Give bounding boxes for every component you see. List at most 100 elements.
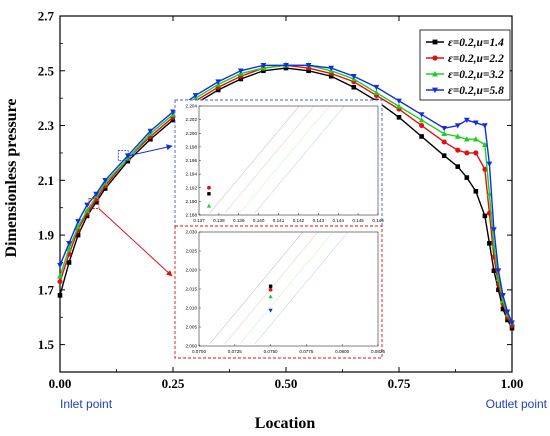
y-tick-label: 2.1 [38,173,54,188]
series-1 [57,65,515,331]
data-point [192,93,199,99]
data-point [84,213,90,219]
data-point [441,153,447,158]
legend: ε=0.2,u=1.4 ε=0.2,u=2.2 ε=0.2,u=3.2 ε=0.2,u… [419,29,511,101]
inset-data-point [207,185,211,190]
data-point [486,161,493,167]
x-tick-label: 0.00 [49,376,72,391]
data-point [500,306,506,312]
data-point [441,130,448,137]
inset-y-tick-label: 2.015 [186,287,198,292]
y-tick-label: 1.5 [38,337,55,352]
inset-x-tick-label: 0.140 [253,218,265,223]
data-point [496,287,501,293]
inset-x-tick-label: 0.0775 [299,349,313,354]
zoom-box-lower [88,198,100,209]
data-point [418,112,425,118]
data-point [482,166,488,172]
data-point [418,117,425,123]
data-point [472,136,479,142]
data-point [396,103,402,109]
data-point [93,199,99,205]
inset-y-tick-label: 2.030 [186,230,198,235]
data-point [472,120,479,126]
data-point [491,268,497,273]
inset-data-point [206,203,212,208]
legend-label: ε=0.2,u=2.2 [448,53,504,65]
data-point [148,136,153,142]
data-point [102,178,109,184]
inset-y-tick-label: 2.198 [186,144,198,149]
data-point [351,84,357,90]
data-point [75,232,81,238]
data-point [238,76,244,82]
legend-item: ε=0.2,u=2.2 [426,53,504,65]
data-point [125,158,131,164]
data-point [57,262,63,269]
data-point [396,98,402,104]
inset-y-tick-label: 2.192 [186,185,198,190]
y-axis-title: Dimensionless pressure [3,99,20,258]
data-point [419,123,425,129]
inset-x-tick-label: 0.0825 [371,349,385,354]
data-point [260,62,267,69]
inset-guide-line [254,231,349,345]
data-point [473,150,479,156]
inset-guide-line [254,105,345,214]
inset-x-tick-label: 0.139 [233,218,245,223]
data-point [93,191,100,197]
inset-guide-line [209,105,300,214]
legend-swatch-marker [432,39,438,45]
inset-data-point [268,308,273,313]
data-point [66,245,72,252]
axis-ticks: 0.00 0.25 0.50 0.75 1.00 1.5 1.7 1.9 2.1 2.3 2.5 2.… [38,9,524,392]
data-point [305,62,312,69]
inset-x-tick-label: 0.0725 [228,349,242,354]
inset-y-tick-label: 2.188 [186,213,198,218]
inset-x-tick-label: 0.144 [332,218,344,223]
data-point [495,268,502,274]
y-tick-label: 2.5 [38,63,55,78]
data-point [473,188,479,194]
inset-x-tick-label: 0.146 [372,218,384,223]
inset-x-tick-label: 0.0800 [335,349,349,354]
data-point [396,115,402,120]
data-point [102,186,108,191]
legend-item: ε=0.2,u=3.2 [426,69,504,81]
data-point [124,153,131,159]
data-point [455,147,461,153]
inlet-point-label: Inlet point [60,397,113,411]
data-point [505,317,510,323]
inset-data-point [207,192,211,196]
data-point [328,65,335,72]
data-point [463,136,470,142]
data-point [464,150,470,156]
inset-y-tick-label: 2.200 [186,131,198,136]
data-point [441,125,448,132]
inset-frame [174,99,383,228]
inset-x-tick-label: 0.137 [193,218,205,223]
zoom-box-upper [117,150,129,162]
data-point [373,89,380,95]
zoom-arrow-upper [129,144,173,157]
data-point [491,227,497,233]
zoom-markers [88,144,173,277]
data-point [441,139,447,145]
data-point [455,164,461,169]
inset-y-tick-label: 2.025 [186,249,198,254]
inset-x-tick-label: 0.141 [273,218,285,223]
data-point [482,213,488,219]
y-tick-label: 2.3 [38,118,55,133]
legend-swatch-marker [432,87,438,94]
inset-x-tick-label: 0.0750 [264,349,278,354]
zoom-arrow-lower [98,208,173,277]
data-point [57,279,63,285]
outlet-point-label: Outlet point [486,397,548,411]
data-point [482,123,488,129]
inset-frame [174,225,383,359]
data-point [463,117,470,124]
inset-x-tick-label: 0.0700 [192,349,206,354]
inset-upper: 0.137 0.138 0.139 0.140 0.141 0.142 0.143 0.144… [174,99,384,228]
